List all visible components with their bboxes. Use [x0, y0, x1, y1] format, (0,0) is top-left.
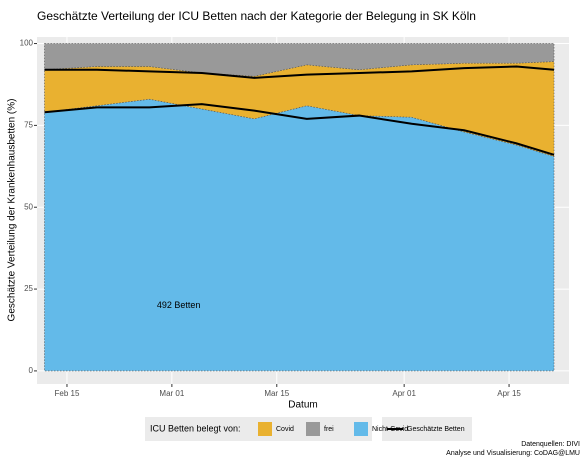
line [44, 65, 555, 79]
legend-key [306, 422, 320, 436]
caption: Datenquellen: DIVI [521, 441, 580, 448]
x-tick-label: Feb 15 [55, 389, 80, 398]
legend-key [258, 422, 272, 436]
legend-label: Covid [276, 426, 294, 433]
legend-title: ICU Betten belegt von: [150, 423, 241, 433]
legend-key [354, 422, 368, 436]
legend-label: frei [324, 426, 334, 433]
caption: Analyse und Visualisierung: CoDAG@LMU [446, 450, 580, 457]
y-tick-label: 0 [29, 366, 34, 375]
area [44, 98, 555, 372]
x-tick-label: Mar 15 [264, 389, 289, 398]
x-tick-label: Apr 15 [497, 389, 521, 398]
y-tick-label: 100 [20, 39, 34, 48]
line [44, 103, 555, 156]
area [44, 43, 555, 77]
chart-title: Geschätzte Verteilung der ICU Betten nac… [37, 9, 476, 23]
y-axis-label: Geschätzte Verteilung der Krankenhausbet… [7, 99, 18, 322]
annotation: 492 Betten [157, 300, 201, 310]
y-tick-label: 75 [24, 120, 33, 129]
x-tick-label: Mar 01 [159, 389, 184, 398]
y-tick-label: 50 [24, 202, 33, 211]
legend-label: Geschätzte Betten [407, 426, 465, 433]
y-tick-label: 25 [24, 284, 33, 293]
x-axis-label: Datum [288, 400, 317, 411]
x-tick-label: Apr 01 [392, 389, 416, 398]
